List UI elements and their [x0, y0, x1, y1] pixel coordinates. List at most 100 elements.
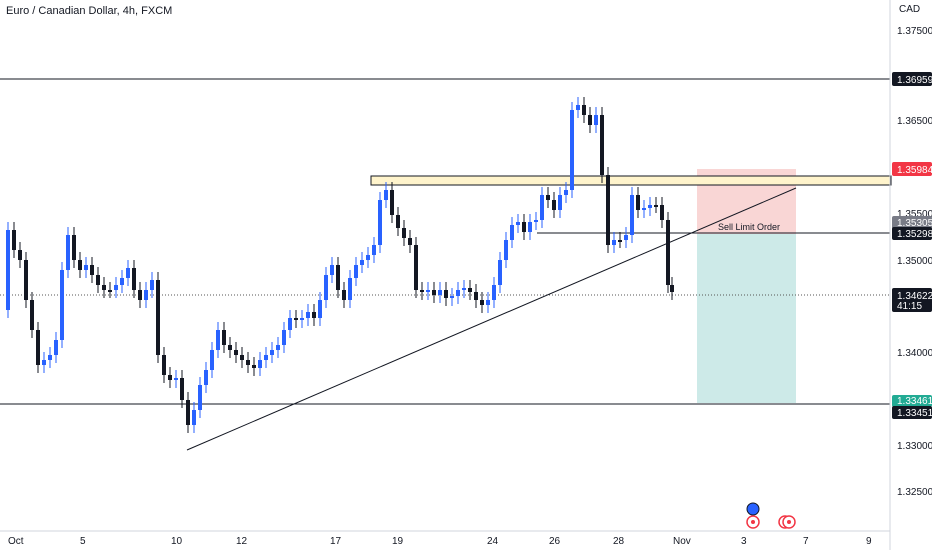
date-tick: 10 — [171, 536, 183, 547]
svg-text:1.35984: 1.35984 — [897, 165, 932, 176]
candle-body — [72, 235, 76, 260]
candle-body — [576, 105, 580, 110]
candle-body — [474, 292, 478, 300]
take-profit-zone — [697, 234, 796, 403]
candle-body — [468, 288, 472, 292]
candle-body — [456, 290, 460, 296]
candle-body — [498, 260, 502, 285]
candle-body — [654, 205, 658, 207]
candle-body — [516, 222, 520, 225]
candle-body — [522, 222, 526, 232]
price-tick: 1.35000 — [897, 256, 932, 267]
candle-body — [210, 350, 214, 370]
candle-body — [24, 260, 28, 300]
candle-body — [306, 312, 310, 318]
chart-title: Euro / Canadian Dollar, 4h, FXCM — [6, 5, 173, 17]
candle-body — [204, 370, 208, 385]
candle-body — [396, 215, 400, 228]
candle-body — [594, 115, 598, 125]
candle-body — [288, 318, 292, 330]
candle-body — [144, 290, 148, 300]
date-tick: 24 — [487, 536, 499, 547]
candle-body — [570, 110, 574, 190]
candle-body — [78, 260, 82, 270]
candle-body — [96, 275, 100, 285]
price-tick: 1.37500 — [897, 26, 932, 37]
candle-body — [300, 318, 304, 320]
svg-text:1.35298: 1.35298 — [897, 229, 932, 240]
candle-body — [36, 330, 40, 365]
candle-body — [240, 355, 244, 360]
candle-body — [552, 200, 556, 210]
candle-body — [606, 175, 610, 245]
candle-body — [126, 268, 130, 278]
candle-body — [342, 290, 346, 300]
candle-body — [636, 195, 640, 210]
candle-body — [444, 290, 448, 298]
candle-body — [528, 222, 532, 232]
candle-body — [222, 330, 226, 345]
candle-body — [48, 355, 52, 360]
candle-body — [588, 115, 592, 125]
prev-close-price-badge: 1.35305 — [892, 216, 932, 229]
stop-price-badge: 1.35984 — [892, 162, 932, 176]
candle-body — [432, 290, 436, 295]
candle-body — [426, 290, 430, 292]
candle-body — [102, 285, 106, 290]
candle-body — [174, 378, 178, 380]
candle-body — [558, 195, 562, 210]
svg-text:1.35305: 1.35305 — [897, 218, 932, 229]
candle-body — [348, 278, 352, 300]
candle-body — [450, 296, 454, 298]
economic-event-icon[interactable] — [746, 515, 760, 529]
candle-body — [546, 195, 550, 200]
candle-body — [462, 288, 466, 290]
candle-body — [276, 345, 280, 350]
candle-body — [156, 280, 160, 355]
price-tick: 1.32500 — [897, 487, 932, 498]
candle-body — [618, 240, 622, 242]
date-tick: 19 — [392, 536, 404, 547]
candle-body — [54, 340, 58, 355]
candle-body — [630, 195, 634, 235]
candle-body — [138, 290, 142, 300]
supply-zone[interactable] — [370, 175, 892, 186]
support-price-badge: 1.33451 — [892, 406, 932, 419]
candle-body — [492, 285, 496, 300]
last-price-badge: 1.34622 41:15 — [892, 288, 932, 312]
date-tick: 9 — [866, 536, 872, 547]
candle-body — [510, 225, 514, 240]
svg-text:1.33461: 1.33461 — [897, 396, 932, 407]
candle-body — [438, 290, 442, 295]
candle-body — [216, 330, 220, 350]
price-tick: 1.34000 — [897, 348, 932, 359]
candle-body — [6, 230, 10, 310]
date-tick: 5 — [80, 536, 86, 547]
candle-body — [504, 240, 508, 260]
candle-body — [670, 285, 674, 292]
economic-event-icon[interactable] — [778, 515, 796, 529]
candle-body — [294, 318, 298, 320]
economic-event-icon[interactable] — [746, 502, 760, 516]
candle-body — [582, 105, 586, 115]
svg-text:41:15: 41:15 — [897, 301, 922, 312]
candle-body — [60, 270, 64, 340]
ascending-trendline[interactable] — [186, 187, 797, 451]
candle-body — [18, 250, 22, 260]
date-tick: 12 — [236, 536, 248, 547]
price-tick: 1.35500 — [897, 209, 932, 220]
resistance-price-badge: 1.36959 — [892, 72, 932, 86]
date-tick: 17 — [330, 536, 342, 547]
candle-body — [372, 245, 376, 255]
candle-body — [246, 360, 250, 365]
svg-text:1.33451: 1.33451 — [897, 408, 932, 419]
candle-body — [120, 278, 124, 285]
price-tick: 1.36500 — [897, 116, 932, 127]
candle-body — [162, 355, 166, 375]
candle-body — [324, 275, 328, 300]
candle-body — [408, 238, 412, 245]
candle-body — [186, 400, 190, 425]
candle-body — [150, 280, 154, 290]
